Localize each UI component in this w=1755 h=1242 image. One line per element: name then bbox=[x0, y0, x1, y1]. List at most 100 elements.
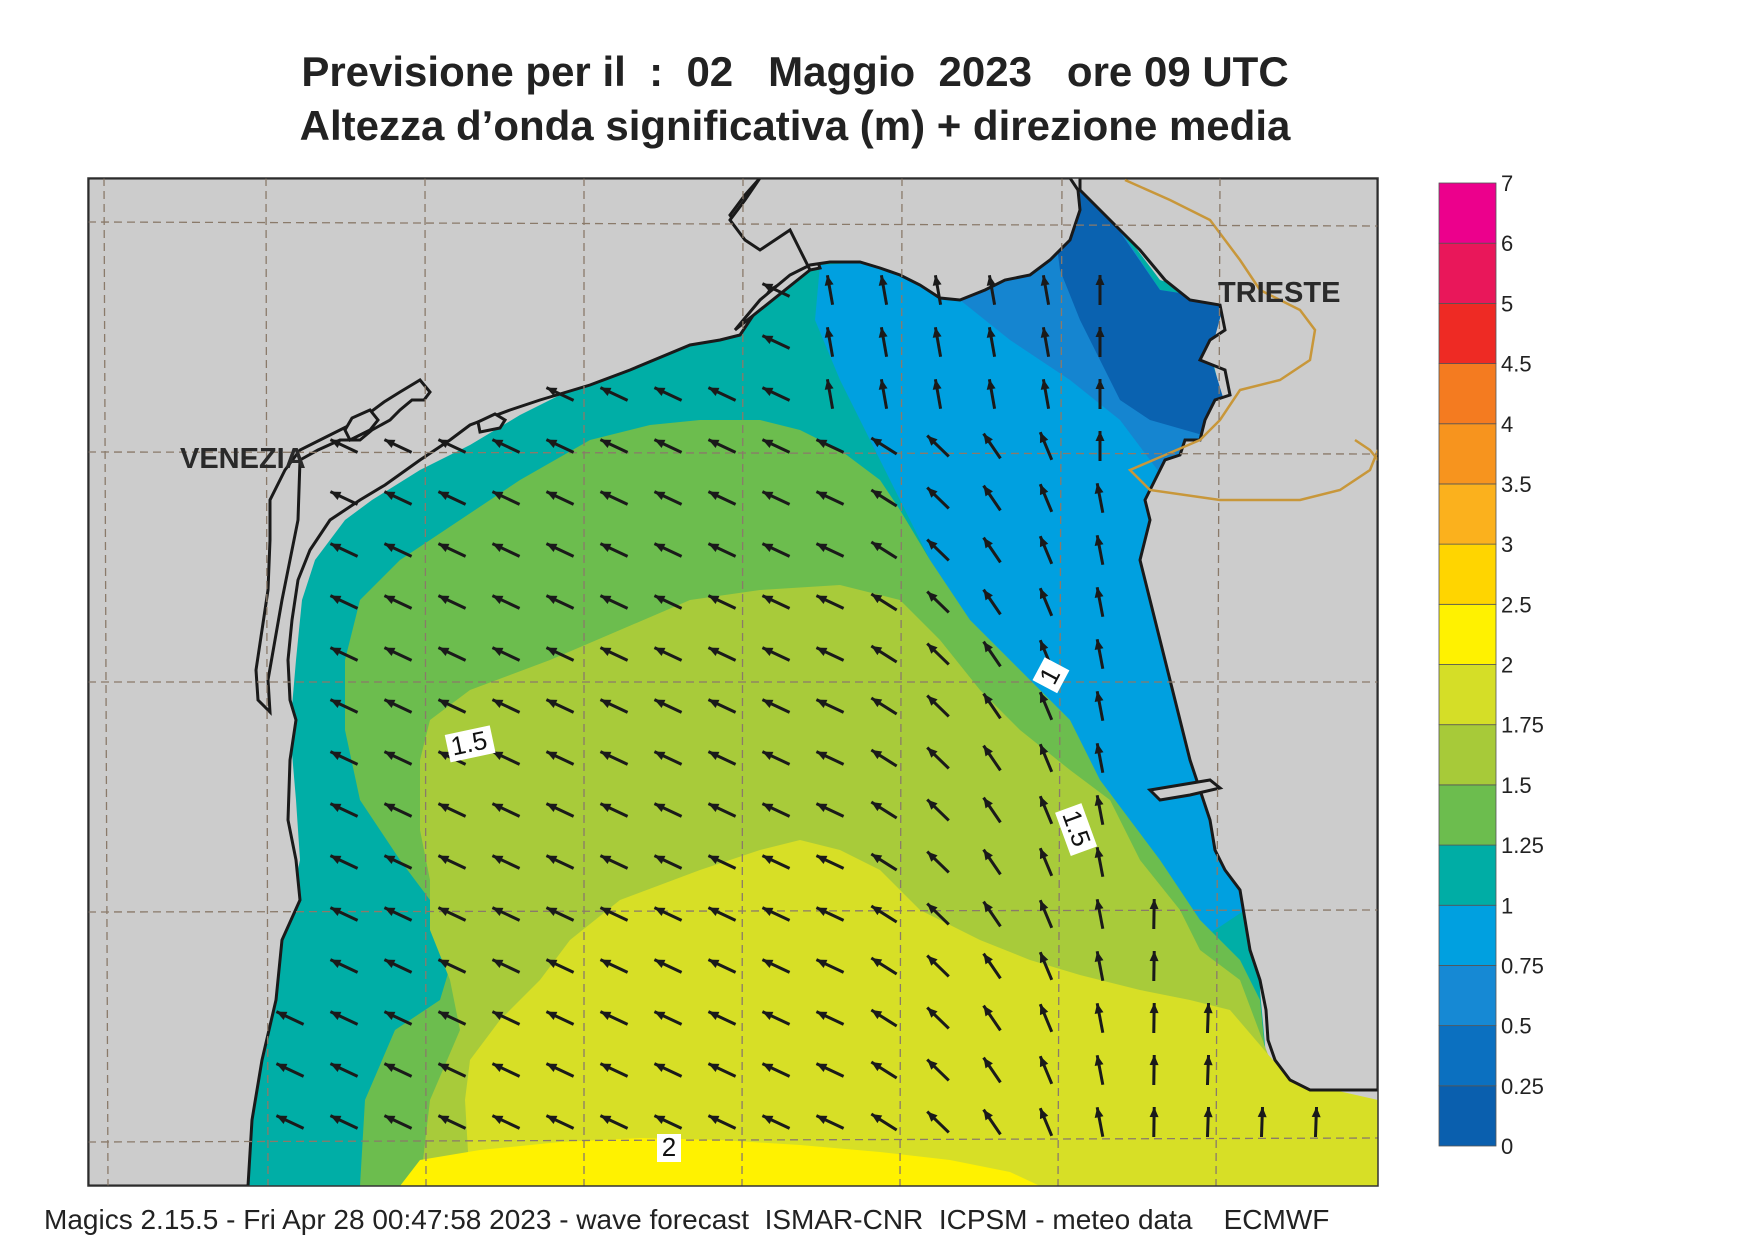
wave-direction-arrow bbox=[982, 900, 1002, 928]
wave-direction-arrow bbox=[761, 802, 791, 818]
wave-direction-arrow bbox=[824, 378, 835, 410]
wave-direction-arrow bbox=[1094, 794, 1105, 826]
wave-direction-arrow bbox=[491, 542, 521, 558]
forecast-title: Previsione per il : 02 Maggio 2023 ore 0… bbox=[301, 48, 1289, 95]
wave-direction-arrow bbox=[926, 642, 950, 666]
wave-direction-arrow bbox=[383, 698, 413, 714]
wave-direction-arrow bbox=[1095, 379, 1105, 409]
wave-direction-arrow bbox=[1040, 378, 1051, 410]
wave-direction-arrow bbox=[599, 542, 629, 558]
wave-direction-arrow bbox=[383, 1010, 413, 1026]
colorbar-tick-label: 2.5 bbox=[1501, 592, 1532, 617]
wave-direction-arrow bbox=[599, 802, 629, 818]
colorbar-swatch bbox=[1438, 423, 1497, 485]
colorbar-tick-label: 3 bbox=[1501, 532, 1513, 557]
wave-direction-arrow bbox=[761, 386, 791, 402]
colorbar-tick-label: 4.5 bbox=[1501, 352, 1532, 377]
wave-direction-arrow bbox=[329, 802, 359, 818]
colorbar-swatch bbox=[1438, 1025, 1497, 1087]
wave-direction-arrow bbox=[707, 802, 737, 818]
wave-direction-arrow bbox=[815, 750, 845, 766]
wave-direction-arrow bbox=[1149, 950, 1159, 982]
wave-direction-arrow bbox=[599, 1010, 629, 1026]
wave-direction-arrow bbox=[986, 378, 997, 410]
wave-direction-arrow bbox=[653, 594, 683, 610]
wave-direction-arrow bbox=[870, 956, 898, 976]
wave-direction-arrow bbox=[815, 854, 845, 870]
wave-direction-arrow bbox=[982, 744, 1002, 772]
wave-direction-arrow bbox=[815, 1010, 845, 1026]
wave-direction-arrow bbox=[653, 1010, 683, 1026]
wave-direction-arrow bbox=[545, 1114, 575, 1130]
wave-direction-arrow bbox=[653, 542, 683, 558]
parameter-subtitle: Altezza d’onda significativa (m) + direz… bbox=[299, 102, 1291, 149]
wave-direction-arrow bbox=[545, 698, 575, 714]
wave-direction-arrow bbox=[707, 542, 737, 558]
wave-direction-arrow bbox=[982, 692, 1002, 720]
wave-direction-arrow bbox=[815, 646, 845, 662]
wave-direction-arrow bbox=[815, 542, 845, 558]
wave-direction-arrow bbox=[1038, 1107, 1054, 1137]
wave-direction-arrow bbox=[870, 800, 898, 820]
wave-direction-arrow bbox=[437, 594, 467, 610]
wave-direction-arrow bbox=[926, 850, 950, 874]
wave-direction-arrow bbox=[599, 854, 629, 870]
wave-direction-arrow bbox=[878, 326, 889, 358]
wave-direction-arrow bbox=[545, 906, 575, 922]
wave-direction-arrow bbox=[599, 646, 629, 662]
wave-direction-arrow bbox=[707, 1114, 737, 1130]
wave-direction-arrow bbox=[986, 326, 997, 358]
wave-direction-arrow bbox=[491, 1114, 521, 1130]
wave-direction-arrow bbox=[761, 594, 791, 610]
wave-direction-arrow bbox=[815, 490, 845, 506]
wave-direction-arrow bbox=[982, 640, 1002, 668]
wave-direction-arrow bbox=[275, 1114, 305, 1130]
wave-direction-arrow bbox=[599, 958, 629, 974]
wave-direction-arrow bbox=[653, 698, 683, 714]
wave-direction-arrow bbox=[1257, 1106, 1267, 1138]
wave-direction-arrow bbox=[707, 750, 737, 766]
wave-direction-arrow bbox=[982, 588, 1002, 616]
colorbar-swatch bbox=[1438, 363, 1497, 425]
wave-direction-arrow bbox=[824, 274, 835, 306]
wave-direction-arrow bbox=[275, 1010, 305, 1026]
wave-direction-arrow bbox=[1040, 326, 1051, 358]
wave-direction-arrow bbox=[437, 542, 467, 558]
colorbar-swatch bbox=[1438, 483, 1497, 545]
wave-direction-arrow bbox=[878, 378, 889, 410]
wave-direction-arrow bbox=[1038, 1003, 1054, 1033]
wave-direction-arrow bbox=[437, 854, 467, 870]
wave-direction-arrow bbox=[491, 646, 521, 662]
wave-direction-arrow bbox=[926, 590, 950, 614]
wave-direction-arrow bbox=[653, 750, 683, 766]
wave-direction-arrow bbox=[761, 958, 791, 974]
wave-direction-arrow bbox=[926, 538, 950, 562]
wave-direction-arrow bbox=[383, 750, 413, 766]
wave-direction-arrow bbox=[815, 438, 845, 454]
wave-direction-arrow bbox=[1094, 482, 1105, 514]
wave-direction-arrow bbox=[491, 698, 521, 714]
wave-direction-arrow bbox=[824, 326, 835, 358]
wave-direction-arrow bbox=[329, 1010, 359, 1026]
wave-direction-arrow bbox=[815, 1114, 845, 1130]
wave-direction-arrow bbox=[545, 646, 575, 662]
colorbar-swatch bbox=[1438, 603, 1497, 665]
colorbar-swatch bbox=[1438, 182, 1497, 244]
wave-direction-arrow bbox=[599, 438, 629, 454]
colorbar-tick-label: 0 bbox=[1501, 1134, 1513, 1159]
wave-direction-arrow bbox=[926, 694, 950, 718]
wave-direction-arrow bbox=[1038, 847, 1054, 877]
land-trieste-istria bbox=[1078, 178, 1378, 1092]
wave-direction-arrow bbox=[653, 386, 683, 402]
colorbar-tick-label: 1.75 bbox=[1501, 713, 1544, 738]
wave-direction-arrow bbox=[383, 594, 413, 610]
wave-direction-arrow bbox=[437, 438, 467, 454]
wave-direction-arrow bbox=[982, 432, 1002, 460]
wave-direction-arrow bbox=[545, 750, 575, 766]
wave-direction-arrow bbox=[707, 490, 737, 506]
graticule bbox=[88, 178, 1378, 1186]
wave-direction-arrow bbox=[545, 802, 575, 818]
wave-direction-arrow bbox=[329, 490, 359, 506]
wave-direction-arrow bbox=[982, 952, 1002, 980]
wave-direction-arrow bbox=[982, 848, 1002, 876]
